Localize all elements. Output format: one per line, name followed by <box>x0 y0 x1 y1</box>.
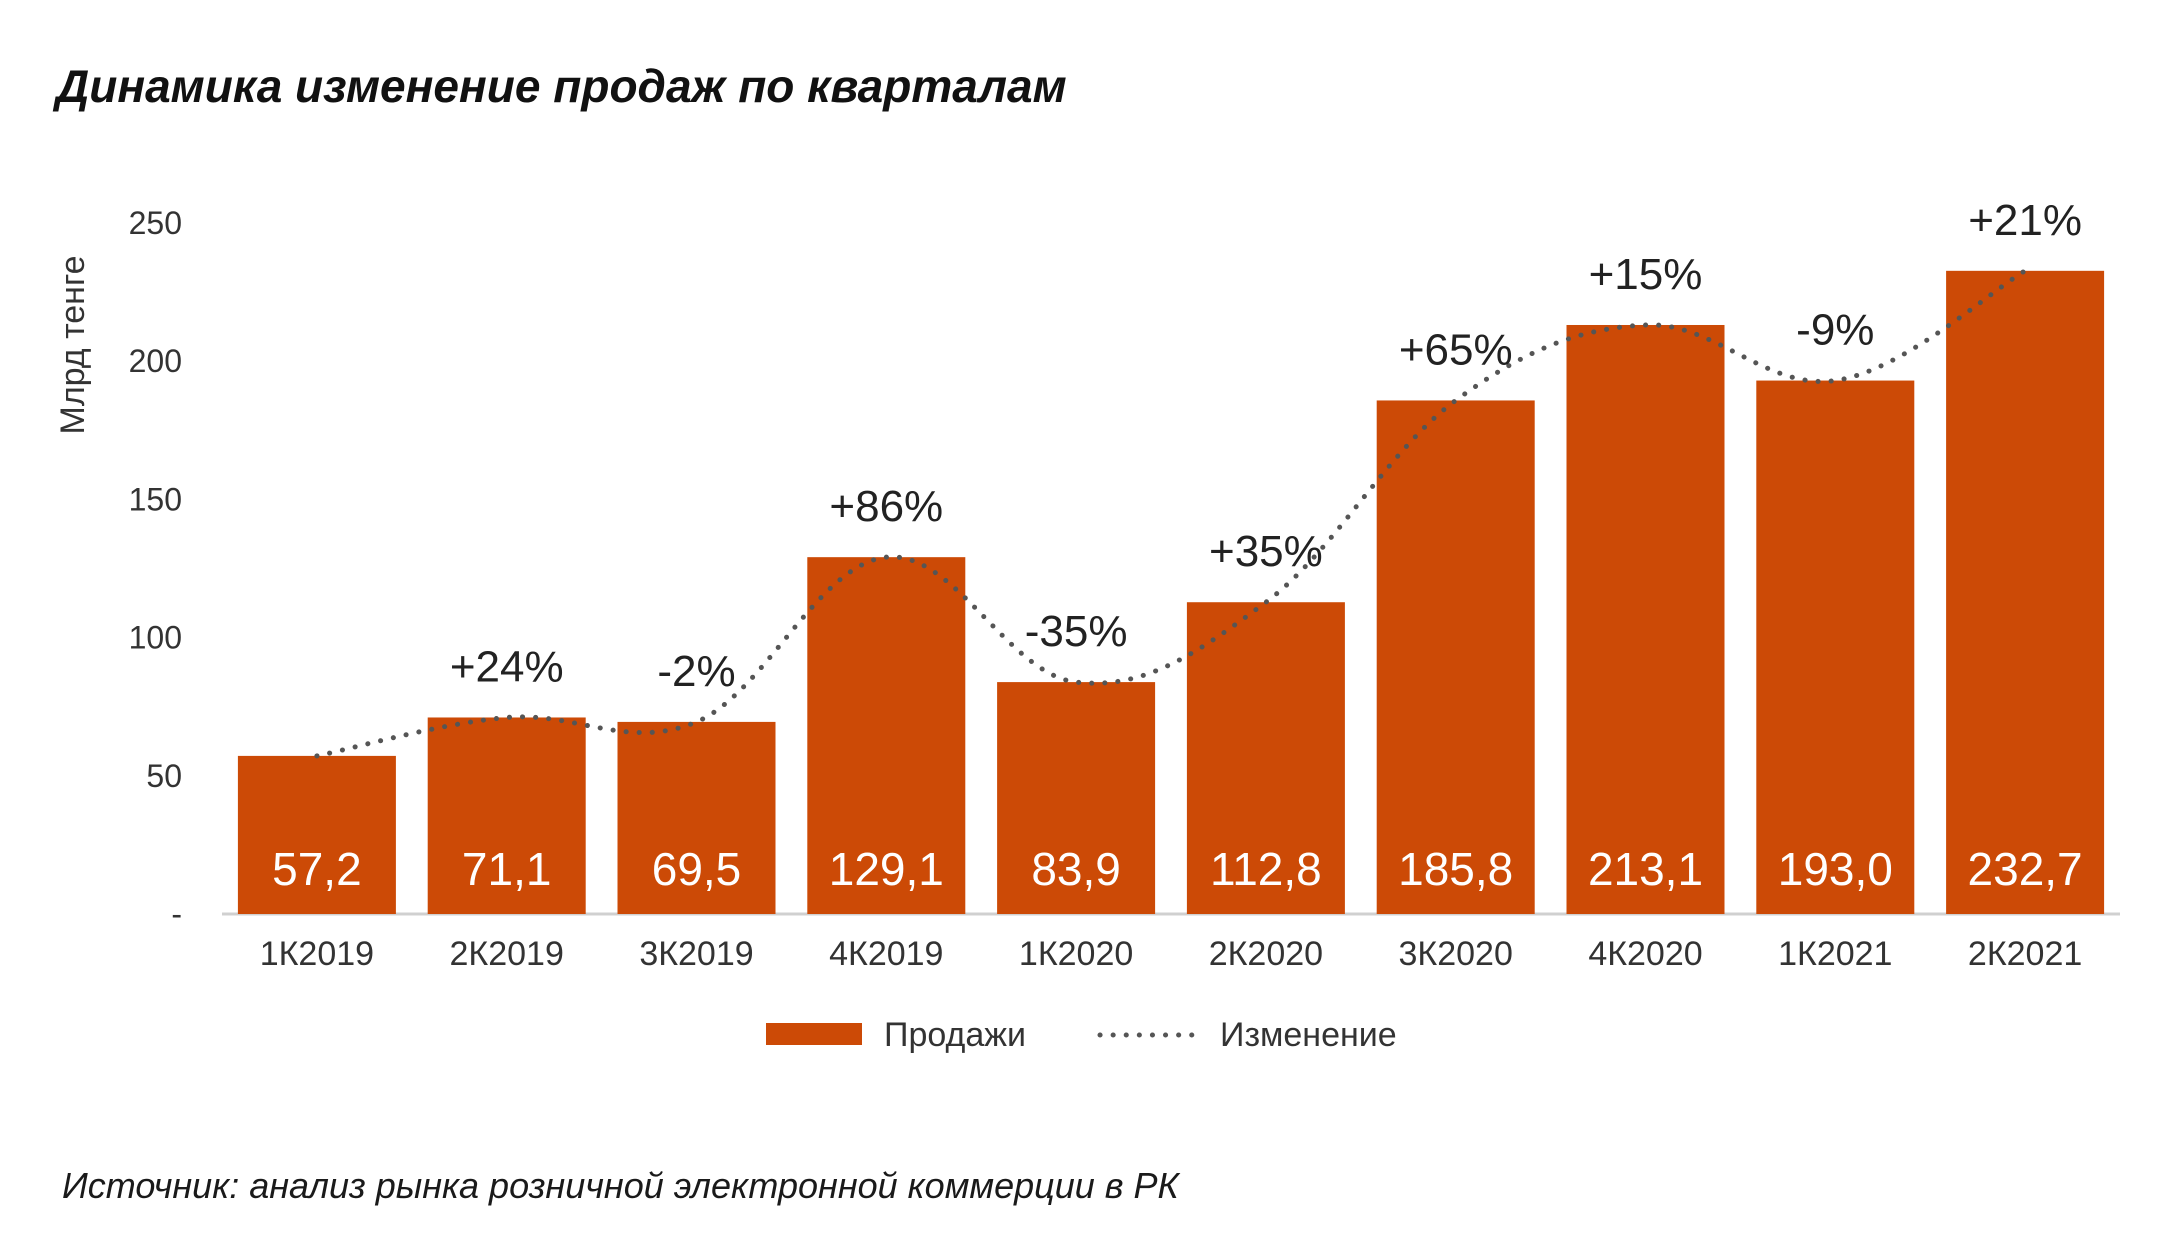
x-tick-4: 1К2020 <box>1019 935 1133 973</box>
bar-value-label-0: 57,2 <box>272 843 362 895</box>
y-tick-3: 150 <box>129 481 182 517</box>
change-label-9: +21% <box>1968 196 2082 245</box>
legend: Продажи Изменение <box>766 1016 1397 1054</box>
bar-value-label-7: 213,1 <box>1588 843 1703 895</box>
x-axis-ticks: 1К2019 2К2019 3К2019 4К2019 1К2020 2К2020 3К20… <box>260 935 2083 973</box>
change-label-7: +15% <box>1589 250 1703 299</box>
bar-value-label-9: 232,7 <box>1968 843 2083 895</box>
bar-value-label-3: 129,1 <box>829 843 944 895</box>
x-tick-2: 3К2019 <box>639 935 753 973</box>
y-tick-5: 250 <box>129 205 182 241</box>
bar-4 <box>997 682 1156 914</box>
bar-1 <box>427 717 586 914</box>
x-tick-6: 3К2020 <box>1399 935 1513 973</box>
legend-swatch-sales <box>766 1023 862 1045</box>
y-tick-4: 200 <box>129 343 182 379</box>
bar-value-label-8: 193,0 <box>1778 843 1893 895</box>
y-tick-0: - <box>171 896 182 932</box>
bar-8 <box>1756 380 1915 915</box>
bar-6 <box>1376 400 1535 914</box>
x-tick-8: 1К2021 <box>1778 935 1892 973</box>
bar-value-label-2: 69,5 <box>652 843 742 895</box>
bar-3 <box>807 557 966 914</box>
bar-value-label-1: 71,1 <box>462 843 552 895</box>
x-tick-5: 2К2020 <box>1209 935 1323 973</box>
bar-7 <box>1566 324 1725 915</box>
y-tick-1: 50 <box>146 758 182 794</box>
bar-value-label-5: 112,8 <box>1210 843 1322 895</box>
change-label-1: +24% <box>450 642 564 691</box>
y-axis-label: Млрд тенге <box>54 255 92 434</box>
bar-2 <box>617 721 776 914</box>
x-tick-9: 2К2021 <box>1968 935 2082 973</box>
x-tick-0: 1К2019 <box>260 935 374 973</box>
trend-line <box>314 268 2028 759</box>
x-tick-7: 4К2020 <box>1588 935 1702 973</box>
bar-value-labels: 57,2 71,1 69,5 129,1 83,9 112,8 185,8 213,1 193,… <box>272 843 2083 895</box>
y-axis-ticks: - 50 100 150 200 250 <box>129 205 182 932</box>
bar-0 <box>237 755 396 914</box>
change-labels: +24% -2% +86% -35% +35% +65% +15% -9% +21% <box>450 196 2082 696</box>
change-label-3: +86% <box>829 482 943 531</box>
y-tick-2: 100 <box>129 620 182 656</box>
chart-title: Динамика изменение продаж по кварталам <box>52 60 1067 112</box>
change-label-4: -35% <box>1025 607 1128 656</box>
source-note: Источник: анализ рынка розничной электро… <box>62 1165 1181 1206</box>
bar-5 <box>1186 602 1345 914</box>
change-label-5: +35% <box>1209 527 1323 576</box>
bar-value-label-4: 83,9 <box>1031 843 1121 895</box>
legend-label-sales: Продажи <box>884 1016 1026 1054</box>
bars <box>237 270 2105 915</box>
bar-9 <box>1946 270 2105 914</box>
change-label-6: +65% <box>1399 325 1513 374</box>
change-label-8: -9% <box>1796 306 1874 355</box>
change-label-2: -2% <box>657 647 735 696</box>
legend-label-change: Изменение <box>1220 1016 1397 1054</box>
bar-value-label-6: 185,8 <box>1398 843 1513 895</box>
x-tick-3: 4К2019 <box>829 935 943 973</box>
x-tick-1: 2К2019 <box>450 935 564 973</box>
